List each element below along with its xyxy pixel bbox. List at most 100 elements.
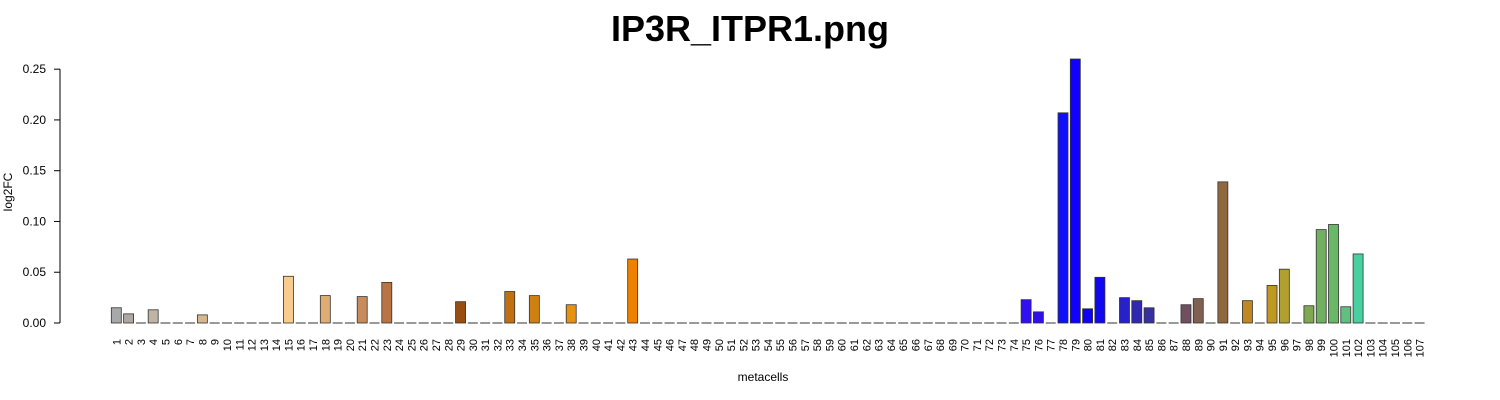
x-tick-label: 90	[1206, 339, 1218, 351]
bar	[1020, 299, 1032, 324]
x-tick-label: 20	[345, 339, 357, 351]
x-tick-label: 96	[1279, 339, 1291, 351]
x-tick-label: 49	[701, 339, 713, 351]
x-tick-label: 60	[837, 339, 849, 351]
x-tick-label: 26	[419, 339, 431, 351]
bar	[110, 307, 122, 324]
bar	[1328, 224, 1339, 324]
x-tick-label: 70	[960, 339, 972, 351]
x-tick-label: 94	[1255, 339, 1267, 351]
x-axis-label: metacells	[738, 370, 789, 384]
x-tick-label: 83	[1119, 339, 1131, 351]
x-tick-label: 92	[1230, 339, 1242, 351]
x-tick-label: 34	[517, 339, 529, 351]
x-tick-label: 7	[185, 339, 197, 345]
bar	[1266, 285, 1278, 324]
x-tick-label: 84	[1132, 339, 1144, 351]
x-tick-label: 61	[849, 339, 861, 351]
x-tick-label: 54	[763, 339, 775, 351]
x-tick-label: 8	[197, 339, 209, 345]
x-tick-label: 5	[160, 339, 172, 345]
bar	[1082, 308, 1094, 324]
bar	[1315, 229, 1327, 324]
x-tick-label: 32	[492, 339, 504, 351]
x-tick-label: 56	[788, 339, 800, 351]
x-tick-label: 51	[726, 339, 738, 351]
x-tick-label: 105	[1390, 339, 1402, 357]
x-tick-label: 91	[1218, 339, 1230, 351]
y-tick-label: 0.05	[23, 265, 47, 279]
bar	[283, 275, 294, 324]
bar	[196, 314, 208, 324]
x-tick-label: 43	[628, 339, 640, 351]
x-tick-label: 68	[935, 339, 947, 351]
x-tick-label: 48	[689, 339, 701, 351]
bar	[381, 281, 393, 324]
x-tick-label: 65	[898, 339, 910, 351]
bar	[1057, 112, 1069, 324]
x-tick-labels: 1 2 3 4 5 6 7 8 9 10 11 12 13 14 15 16 17 18 19 20 21 22 23 24 2…	[111, 339, 1426, 357]
y-tick-label: 0.20	[23, 113, 47, 127]
x-tick-label: 39	[579, 339, 591, 351]
bar	[147, 309, 159, 324]
bar	[319, 295, 331, 324]
x-tick-label: 58	[812, 339, 824, 351]
x-tick-label: 63	[874, 339, 886, 351]
y-tick-label: 0.10	[23, 214, 47, 228]
x-tick-label: 30	[468, 339, 480, 351]
x-tick-label: 2	[124, 339, 136, 345]
bar	[1143, 307, 1155, 324]
x-tick-label: 13	[259, 339, 271, 351]
x-tick-label: 40	[591, 339, 603, 351]
bar	[1119, 297, 1130, 324]
x-tick-label: 1	[111, 339, 123, 345]
x-tick-label: 38	[566, 339, 578, 351]
bar	[123, 313, 134, 324]
x-tick-label: 95	[1267, 339, 1279, 351]
x-tick-label: 77	[1046, 339, 1058, 351]
x-tick-label: 79	[1070, 339, 1082, 351]
x-tick-label: 53	[751, 339, 763, 351]
x-tick-label: 37	[554, 339, 566, 351]
axes: 0.00 0.05 0.10 0.15 0.20 0.25	[23, 62, 61, 330]
bar	[1340, 306, 1352, 324]
x-tick-label: 76	[1033, 339, 1045, 351]
bar	[1094, 276, 1106, 324]
x-tick-label: 74	[1009, 339, 1021, 351]
bar	[1192, 298, 1204, 324]
x-tick-label: 31	[480, 339, 492, 351]
bar	[455, 301, 466, 324]
x-tick-label: 4	[148, 339, 160, 345]
y-tick-label: 0.00	[23, 316, 47, 330]
bar	[1352, 253, 1364, 324]
x-tick-label: 67	[923, 339, 935, 351]
x-tick-label: 99	[1316, 339, 1328, 351]
x-tick-label: 16	[296, 339, 308, 351]
x-tick-label: 29	[456, 339, 468, 351]
bar	[1131, 300, 1143, 324]
x-tick-label: 89	[1193, 339, 1205, 351]
x-tick-label: 64	[886, 339, 898, 351]
x-tick-label: 69	[947, 339, 959, 351]
x-tick-label: 27	[431, 339, 443, 351]
x-tick-label: 87	[1169, 339, 1181, 351]
x-tick-label: 6	[173, 339, 185, 345]
x-tick-label: 45	[652, 339, 664, 351]
x-tick-label: 85	[1144, 339, 1156, 351]
x-tick-label: 82	[1107, 339, 1119, 351]
y-tick-label: 0.15	[23, 164, 47, 178]
x-tick-label: 12	[247, 339, 259, 351]
x-tick-label: 11	[234, 339, 246, 350]
x-tick-label: 23	[382, 339, 394, 351]
x-tick-label: 98	[1304, 339, 1316, 351]
bar	[528, 295, 540, 324]
x-tick-label: 104	[1378, 339, 1390, 357]
x-tick-label: 66	[910, 339, 922, 351]
x-tick-label: 35	[529, 339, 541, 351]
x-tick-label: 97	[1292, 339, 1304, 351]
x-tick-label: 28	[443, 339, 455, 351]
bar	[1217, 181, 1229, 324]
bar	[1278, 268, 1290, 324]
